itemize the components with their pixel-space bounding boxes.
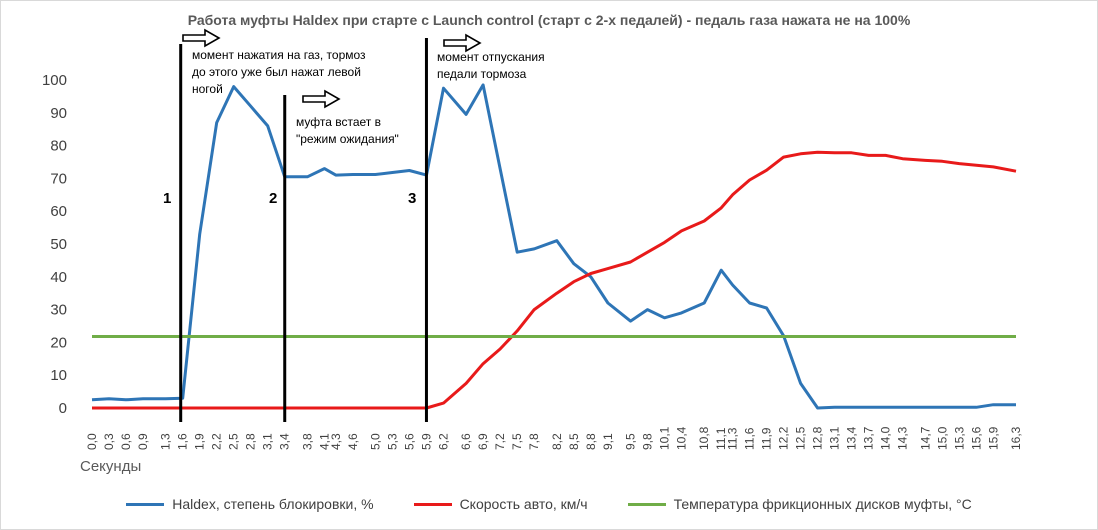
x-tick-label: 2,8 [244,433,258,450]
y-tick-label: 60 [50,203,67,220]
arrow-icon [443,33,482,53]
x-tick-label: 4,6 [346,433,360,450]
x-tick-label: 11,9 [760,427,774,450]
x-tick-label: 10,4 [675,426,689,450]
y-tick-label: 0 [59,400,67,417]
legend-item-speed: Скорость авто, км/ч [413,496,588,512]
series-line-2 [92,150,1017,410]
marker-label-1: 1 [163,190,172,207]
y-tick-label: 20 [50,334,67,351]
x-tick-label: 6,9 [476,433,490,450]
x-tick-label: 7,8 [527,433,541,450]
x-tick-label: 15,3 [952,426,966,450]
annotation-line: муфта встает в [296,115,381,129]
x-tick-label: 15,6 [969,426,983,450]
x-tick-label: 13,4 [845,426,859,450]
x-tick-label: 1,9 [193,433,207,450]
x-tick-label: 8,5 [567,433,581,450]
x-tick-label: 9,8 [641,433,655,450]
x-tick-label: 12,5 [794,426,808,450]
legend-label: Скорость авто, км/ч [459,496,588,512]
x-tick-label: 13,1 [828,426,842,450]
x-tick-label: 12,8 [811,426,825,450]
x-tick-label: 10,8 [697,426,711,450]
x-tick-label: 4,3 [329,433,343,450]
legend-item-temperature: Температура фрикционных дисков муфты, °C [627,496,972,512]
chart-title: Работа муфты Haldex при старте с Launch … [187,12,911,28]
x-tick-label: 8,8 [584,433,598,450]
x-tick-label: 6,6 [459,433,473,450]
marker-label-2: 2 [269,190,278,207]
legend-label: Температура фрикционных дисков муфты, °C [673,496,972,512]
arrow-icon [182,28,221,48]
x-tick-label: 3,1 [261,433,275,450]
annotation-line: педали тормоза [437,67,527,81]
x-axis-label: Секунды [80,458,142,475]
x-tick-label: 11,3 [726,427,740,450]
y-tick-label: 100 [42,72,67,89]
annotation-line: момент нажатия на газ, тормоз [192,48,366,62]
annotation-line: "режим ожидания" [296,132,399,146]
annotation-gas-pressed: момент нажатия на газ, тормоз до этого у… [192,47,366,98]
x-tick-label: 16,3 [1009,426,1023,450]
x-tick-label: 7,5 [510,433,524,450]
x-tick-label: 3,4 [278,433,292,450]
x-tick-label: 14,0 [879,426,893,450]
x-tick-label: 0,3 [102,433,116,450]
x-tick-label: 0,0 [85,433,99,450]
y-tick-label: 50 [50,236,67,253]
x-tick-label: 6,2 [436,433,450,450]
x-tick-label: 9,5 [624,433,638,450]
annotation-standby: муфта встает в "режим ожидания" [296,114,399,148]
x-tick-label: 11,6 [743,427,757,450]
x-tick-label: 5,0 [368,433,382,450]
x-tick-label: 9,1 [601,433,615,450]
legend-swatch-blue [126,502,165,506]
legend-swatch-red [413,502,452,506]
x-tick-label: 0,6 [119,433,133,450]
marker-label-3: 3 [408,190,417,207]
x-tick-label: 0,9 [136,433,150,450]
x-tick-label: 15,0 [935,426,949,450]
x-tick-label: 13,7 [862,426,876,450]
x-tick-label: 3,8 [300,433,314,450]
x-tick-label: 5,3 [385,433,399,450]
legend-item-haldex: Haldex, степень блокировки, % [126,496,374,512]
x-tick-label: 12,2 [777,426,791,450]
x-tick-label: 2,2 [210,433,224,450]
arrow-icon [302,89,341,109]
y-tick-label: 10 [50,367,67,384]
annotation-line: момент отпускания [437,50,545,64]
y-tick-label: 30 [50,302,67,319]
y-tick-label: 70 [50,170,67,187]
x-tick-label: 5,6 [402,433,416,450]
x-tick-label: 14,7 [918,426,932,450]
annotation-line: ногой [192,82,223,96]
x-tick-label: 10,1 [658,426,672,450]
x-tick-label: 1,6 [176,433,190,450]
x-tick-label: 14,3 [896,426,910,450]
legend-label: Haldex, степень блокировки, % [172,496,374,512]
chart-legend: Haldex, степень блокировки, % Скорость а… [0,496,1098,512]
annotation-line: до этого уже был нажат левой [192,65,361,79]
series-line-1 [91,83,1016,410]
y-tick-label: 90 [50,105,67,122]
y-tick-label: 80 [50,138,67,155]
y-tick-label: 40 [50,269,67,286]
x-tick-label: 7,2 [493,433,507,450]
x-tick-label: 11,1 [714,427,728,450]
x-tick-label: 4,1 [317,433,331,450]
x-tick-label: 15,9 [986,426,1000,450]
legend-swatch-green [627,502,666,506]
x-tick-label: 8,2 [550,433,564,450]
x-tick-label: 1,3 [159,433,173,450]
x-tick-label: 2,5 [227,433,241,450]
x-tick-label: 5,9 [419,433,433,450]
annotation-brake-released: момент отпускания педали тормоза [437,49,545,83]
